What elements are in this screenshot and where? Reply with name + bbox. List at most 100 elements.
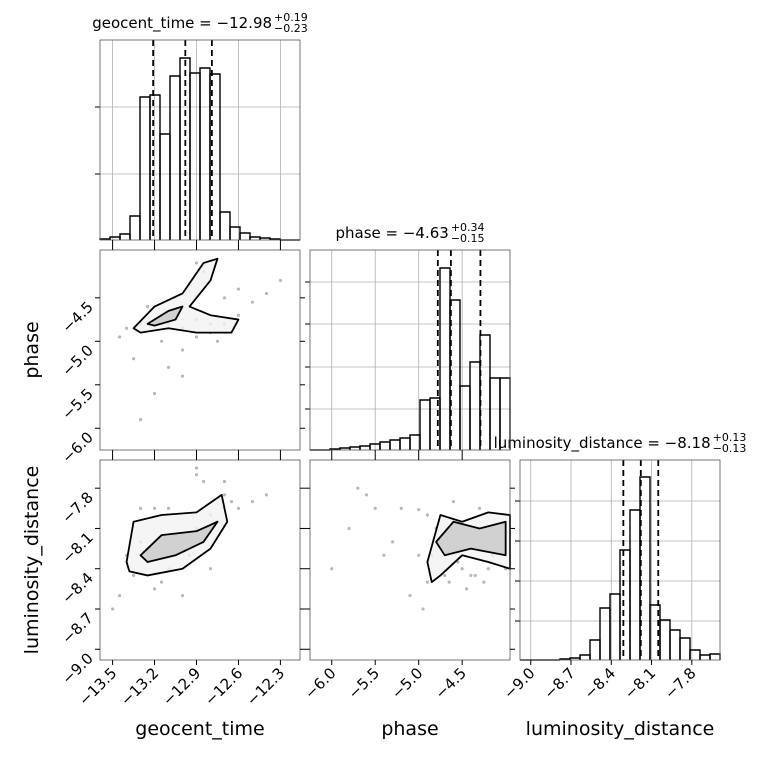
sample-point bbox=[201, 479, 206, 484]
x-tick-label: −5.0 bbox=[388, 664, 426, 702]
sample-point bbox=[166, 506, 171, 510]
sample-point bbox=[131, 573, 136, 578]
sample-point bbox=[194, 473, 199, 477]
sample-point bbox=[417, 553, 421, 557]
contour bbox=[435, 520, 507, 557]
hist-bin bbox=[459, 385, 471, 450]
y-axis-label: phase bbox=[21, 321, 43, 378]
hist-bin bbox=[159, 133, 171, 240]
sample-point bbox=[145, 304, 150, 309]
x-tick-label: −12.3 bbox=[243, 664, 288, 709]
x-tick-label: −4.5 bbox=[432, 664, 470, 702]
error-minus: −0.13 bbox=[713, 442, 747, 455]
sample-point bbox=[236, 313, 241, 317]
contour bbox=[132, 257, 240, 334]
sample-point bbox=[131, 357, 136, 361]
panel-frame bbox=[519, 459, 721, 661]
hist-bin bbox=[589, 639, 601, 660]
x-axis-label: geocent_time bbox=[135, 718, 264, 740]
sample-point bbox=[138, 506, 143, 510]
sample-point bbox=[110, 607, 115, 611]
sample-point bbox=[152, 506, 157, 510]
sample-point bbox=[229, 500, 234, 504]
sample-point bbox=[473, 573, 477, 578]
sample-point bbox=[180, 593, 185, 598]
y-tick-label: −7.8 bbox=[58, 488, 96, 526]
panel-title: luminosity_distance = −8.18 bbox=[494, 434, 711, 453]
hist-bin bbox=[379, 441, 391, 450]
x-tick-label: −8.7 bbox=[540, 664, 578, 702]
sample-point bbox=[447, 580, 451, 584]
panel-title: phase = −4.63 bbox=[335, 224, 448, 242]
sample-point bbox=[382, 553, 386, 557]
sample-point bbox=[236, 287, 241, 291]
sample-point bbox=[425, 580, 429, 584]
hist-bin bbox=[669, 629, 681, 660]
sample-point bbox=[194, 335, 199, 339]
hist-bin bbox=[439, 267, 451, 450]
x-tick-label: −12.6 bbox=[201, 664, 246, 709]
sample-point bbox=[482, 580, 486, 584]
sample-point bbox=[138, 417, 143, 422]
sample-point bbox=[222, 493, 227, 497]
sample-point bbox=[391, 540, 395, 544]
x-tick-label: −9.0 bbox=[500, 664, 538, 702]
error-plus: +0.34 bbox=[451, 221, 485, 234]
sample-point bbox=[236, 506, 241, 510]
y-tick-label: −4.5 bbox=[58, 298, 96, 336]
sample-point bbox=[421, 607, 425, 611]
sample-point bbox=[486, 567, 490, 571]
y-tick-label: −8.4 bbox=[58, 569, 96, 607]
hist-bin bbox=[389, 439, 401, 450]
hist-bin bbox=[139, 96, 151, 240]
hist-bin bbox=[219, 211, 231, 240]
sample-point bbox=[425, 513, 429, 517]
sample-point bbox=[373, 506, 377, 510]
panel-frame bbox=[309, 459, 511, 661]
sample-point bbox=[408, 593, 412, 598]
x-axis-label: phase bbox=[381, 718, 438, 740]
sample-point bbox=[477, 506, 482, 510]
hist-bin bbox=[209, 73, 221, 240]
sample-point bbox=[464, 587, 469, 591]
hist-bin bbox=[119, 233, 131, 240]
x-tick-label: −13.2 bbox=[117, 664, 162, 709]
hist-bin bbox=[469, 361, 481, 450]
x-tick-label: −8.4 bbox=[581, 664, 619, 702]
panel-frame bbox=[99, 39, 301, 241]
y-tick-label: −5.5 bbox=[58, 385, 96, 423]
sample-point bbox=[180, 348, 185, 352]
error-plus: +0.13 bbox=[713, 431, 747, 444]
sample-point bbox=[451, 500, 456, 504]
hist-bin bbox=[249, 236, 261, 240]
sample-point bbox=[347, 526, 351, 531]
sample-point bbox=[215, 339, 220, 343]
hist-bin bbox=[169, 75, 181, 240]
contour bbox=[146, 305, 184, 327]
y-tick-label: −6.0 bbox=[58, 428, 96, 466]
error-minus: −0.15 bbox=[451, 232, 485, 245]
sample-point bbox=[443, 573, 447, 578]
hist-bin bbox=[419, 399, 431, 450]
sample-point bbox=[194, 466, 199, 470]
sample-point bbox=[208, 567, 213, 571]
hist-bin bbox=[679, 637, 691, 660]
sample-point bbox=[152, 391, 157, 396]
hist-bin bbox=[629, 509, 641, 660]
hist-bin bbox=[699, 654, 711, 660]
sample-point bbox=[278, 278, 283, 283]
hist-bin bbox=[199, 67, 211, 240]
hist-bin bbox=[709, 653, 721, 660]
x-tick-label: −6.0 bbox=[301, 664, 339, 702]
hist-bin bbox=[349, 446, 361, 450]
hist-bin bbox=[109, 236, 121, 240]
panel-title: geocent_time = −12.98 bbox=[92, 14, 272, 33]
y-tick-label: −8.7 bbox=[58, 609, 96, 647]
error-minus: −0.23 bbox=[274, 22, 308, 35]
hist-bin bbox=[479, 334, 491, 450]
y-axis-label: luminosity_distance bbox=[21, 466, 43, 655]
sample-point bbox=[152, 587, 157, 591]
sample-point bbox=[250, 500, 255, 504]
